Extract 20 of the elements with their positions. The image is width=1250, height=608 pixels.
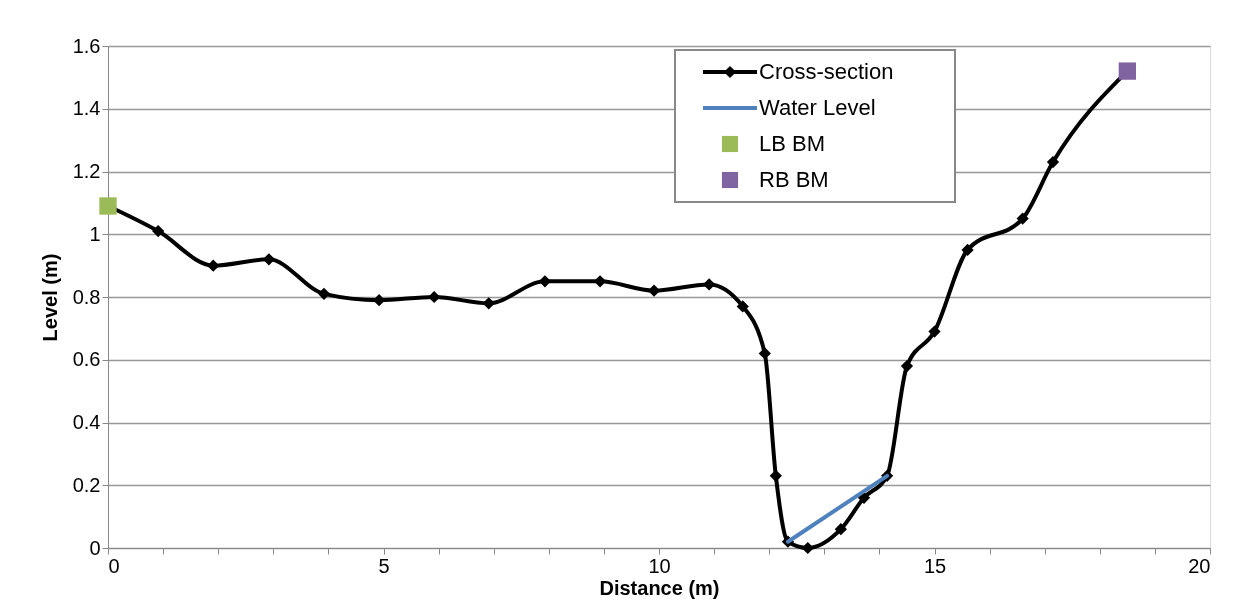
y-tick-label: 0.6	[72, 348, 101, 371]
x-tick-label: 10	[648, 554, 671, 577]
x-tick-label: 5	[378, 554, 390, 577]
y-tick-label: 0.8	[72, 285, 101, 308]
y-tick-label: 1.6	[72, 34, 101, 57]
y-tick-label: 1.4	[72, 97, 101, 120]
x-tick-label: 20	[1188, 554, 1211, 577]
y-tick-label: 0.4	[72, 411, 101, 433]
legend-label: RB BM	[759, 167, 829, 192]
y-tick-label: 0	[89, 536, 101, 559]
legend-label: Cross-section	[759, 59, 894, 84]
x-tick-label: 15	[923, 554, 947, 577]
legend-label: LB BM	[759, 131, 826, 156]
y-tick-label: 0.2	[72, 473, 101, 496]
y-axis-title: Level (m)	[38, 253, 61, 342]
y-tick-label: 1.2	[72, 160, 101, 182]
y-tick-label: 1	[89, 222, 101, 245]
x-tick-label: 0	[108, 554, 120, 577]
x-axis-title: Distance (m)	[599, 576, 720, 599]
legend-label: Water Level	[759, 95, 876, 120]
